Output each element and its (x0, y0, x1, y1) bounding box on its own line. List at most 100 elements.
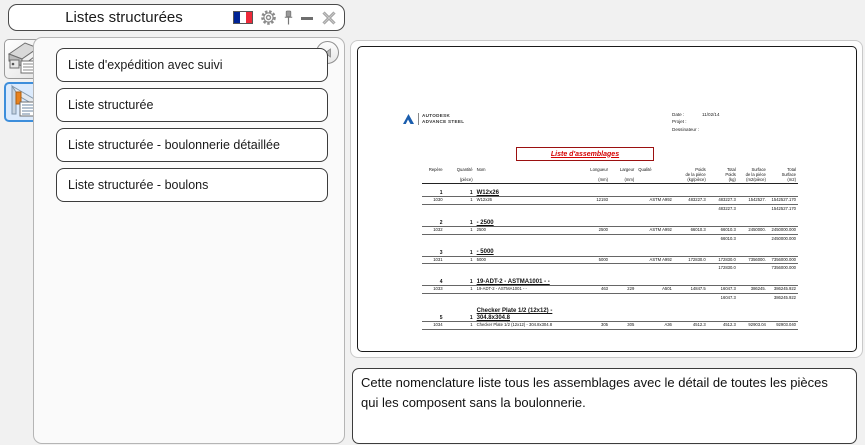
group-name: Checker Plate 1/2 (12x12) - 304.8x304.8 (476, 308, 553, 321)
column-header: Longueur (590, 167, 608, 172)
part-cell: 1 (444, 225, 475, 235)
group-repere: 3 (439, 249, 443, 256)
report-cell (674, 234, 708, 244)
column-header: Repère (428, 167, 443, 172)
report-cell (674, 329, 708, 334)
part-cell: 483227.3 (707, 196, 738, 205)
report-cell (445, 329, 475, 334)
part-cell: 1 (444, 320, 475, 330)
column-header: (m2/pièce) (737, 177, 768, 184)
report-cell (708, 244, 738, 257)
report-cell (610, 184, 636, 197)
dialog-titlebar[interactable]: Listes structurées (8, 4, 345, 31)
part-cell: A36 (636, 320, 674, 330)
report-cell (674, 303, 708, 321)
group-total-row (422, 329, 798, 334)
report-cell (636, 244, 674, 257)
meta-drafter-label: Dessinateur : (672, 126, 700, 132)
list-item-boulons[interactable]: Liste structurée - boulons (56, 168, 328, 202)
group-qty: 1 (469, 190, 473, 196)
report-cell (445, 234, 475, 244)
report-cell (708, 214, 738, 227)
report-cell (636, 184, 674, 197)
report-meta-block: Date : 11/02/14 Projet : Dessinateur : (672, 111, 720, 133)
report-cell (475, 234, 573, 244)
part-cell: 1 (444, 196, 475, 205)
column-header: de la pièce (685, 172, 706, 177)
report-cell (475, 204, 573, 214)
total-weight: 66010.3 (720, 235, 736, 241)
part-cell: 1030 (422, 196, 445, 205)
group-name: 19-ADT-2 - ASTMA1001 - - (476, 279, 550, 286)
report-title: Liste d'assemblages (550, 150, 620, 158)
report-cell (708, 273, 738, 286)
group-qty: 1 (469, 249, 473, 256)
minimize-icon[interactable] (300, 11, 314, 25)
report-cell (738, 184, 768, 197)
total-weight: 16047.3 (720, 295, 736, 301)
description-text: Cette nomenclature liste tous les assemb… (361, 375, 828, 410)
description-box[interactable]: Cette nomenclature liste tous les assemb… (352, 368, 857, 444)
report-cell (475, 329, 573, 334)
report-preview-panel: AUTODESK ADVANCE STEEL Date : 11/02/14 Pr… (350, 40, 863, 358)
report-cell (422, 264, 445, 274)
report-cell (674, 273, 708, 286)
report-cell (674, 204, 708, 214)
pin-icon[interactable] (284, 10, 293, 26)
group-name: W12x26 (476, 189, 499, 196)
settings-gear-icon[interactable] (260, 9, 277, 26)
column-header: Quantité (456, 167, 473, 172)
column-header: Total (726, 167, 736, 172)
total-weight: 172830.0 (718, 265, 736, 271)
report-cell (572, 329, 610, 334)
part-cell: ASTM A992 (636, 225, 674, 235)
report-cell (445, 204, 475, 214)
report-cell (572, 294, 610, 304)
list-item-structuree[interactable]: Liste structurée (56, 88, 328, 122)
column-header: Poids (695, 167, 706, 172)
report-cell (610, 329, 636, 334)
list-item-boulonnerie-detaillee[interactable]: Liste structurée - boulonnerie détaillée (56, 128, 328, 162)
part-cell: 7356000.000 (767, 255, 798, 265)
report-cell (738, 303, 768, 321)
logo-line2: ADVANCE STEEL (422, 119, 465, 124)
list-item-label: Liste structurée (68, 98, 154, 112)
report-cell (422, 234, 445, 244)
column-header: (mm) (609, 177, 637, 184)
part-cell: 14847.5 (673, 285, 708, 295)
part-row: 1033 1 19-ADT-2 - ASTMA1001 - -463 229 A501 1… (422, 285, 798, 295)
part-cell: 12193 (572, 196, 610, 205)
part-cell: 2500 (474, 225, 573, 235)
part-cell (609, 255, 637, 265)
total-surface: 2450000.000 (771, 235, 796, 241)
language-flag-icon[interactable] (233, 11, 253, 24)
group-qty: 1 (469, 279, 473, 286)
part-cell: Checker Plate 1/2 (12x12) - 304.8x304.8 (474, 320, 573, 330)
report-cell (636, 329, 674, 334)
report-cell (475, 264, 573, 274)
meta-date-label: Date : (672, 112, 685, 117)
part-cell (609, 225, 637, 235)
list-item-label: Liste structurée - boulons (68, 178, 209, 192)
total-surface: 1542527.170 (771, 205, 796, 211)
column-header: de la pièce (745, 172, 766, 177)
group-qty: 1 (469, 219, 473, 226)
report-cell (708, 184, 738, 197)
group-row: 2 1- 2500 (422, 214, 798, 227)
total-surface (768, 329, 798, 334)
report-cell (768, 303, 798, 321)
list-item-expedition-avec-suivi[interactable]: Liste d'expédition avec suivi (56, 48, 328, 82)
close-icon[interactable] (321, 10, 337, 26)
report-cell (445, 264, 475, 274)
report-cell (572, 204, 610, 214)
part-cell: 66010.3 (707, 225, 738, 235)
part-cell: A501 (636, 285, 674, 295)
part-cell: ASTM A992 (636, 255, 674, 265)
report-cell (674, 294, 708, 304)
column-header: Nom (476, 167, 486, 172)
part-cell: 1 (444, 255, 475, 265)
report-cell (708, 303, 738, 321)
report-cell (572, 244, 610, 257)
report-cell (636, 264, 674, 274)
part-cell: ASTM A992 (636, 196, 674, 205)
